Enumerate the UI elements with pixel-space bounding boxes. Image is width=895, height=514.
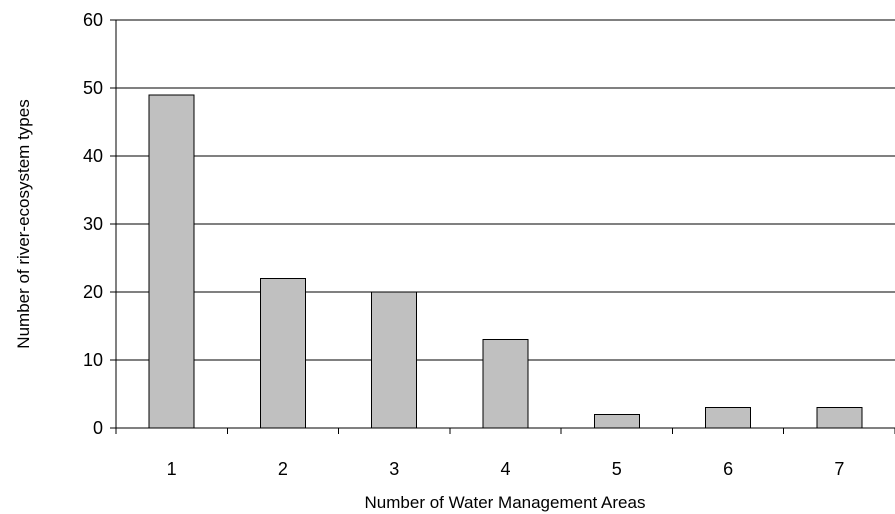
bar-4 <box>482 339 529 429</box>
y-tick-label-20: 20 <box>83 282 103 302</box>
bar-3 <box>371 291 418 429</box>
y-tick-label-30: 30 <box>83 214 103 234</box>
y-tick-label-50: 50 <box>83 78 103 98</box>
tick-labels: 0 10 20 30 40 50 60 1 2 3 4 5 6 7 <box>83 10 844 479</box>
bar-1 <box>148 94 195 429</box>
x-tick-label-3: 3 <box>389 459 399 479</box>
y-axis-title: Number of river-ecosystem types <box>14 99 33 348</box>
x-tick-label-1: 1 <box>167 459 177 479</box>
bars <box>148 94 863 429</box>
x-tick-label-4: 4 <box>500 459 510 479</box>
y-tick-label-0: 0 <box>93 418 103 438</box>
axes <box>110 19 895 434</box>
bar-6 <box>705 407 752 429</box>
bar-2 <box>259 277 306 429</box>
x-axis-title: Number of Water Management Areas <box>365 493 646 512</box>
gridlines <box>116 19 895 361</box>
x-tick-label-5: 5 <box>612 459 622 479</box>
x-tick-label-7: 7 <box>834 459 844 479</box>
y-tick-label-60: 60 <box>83 10 103 30</box>
x-tick-label-2: 2 <box>278 459 288 479</box>
bar-5 <box>593 413 640 429</box>
bar-7 <box>816 407 863 429</box>
y-tick-label-40: 40 <box>83 146 103 166</box>
x-tick-label-6: 6 <box>723 459 733 479</box>
y-tick-label-10: 10 <box>83 350 103 370</box>
